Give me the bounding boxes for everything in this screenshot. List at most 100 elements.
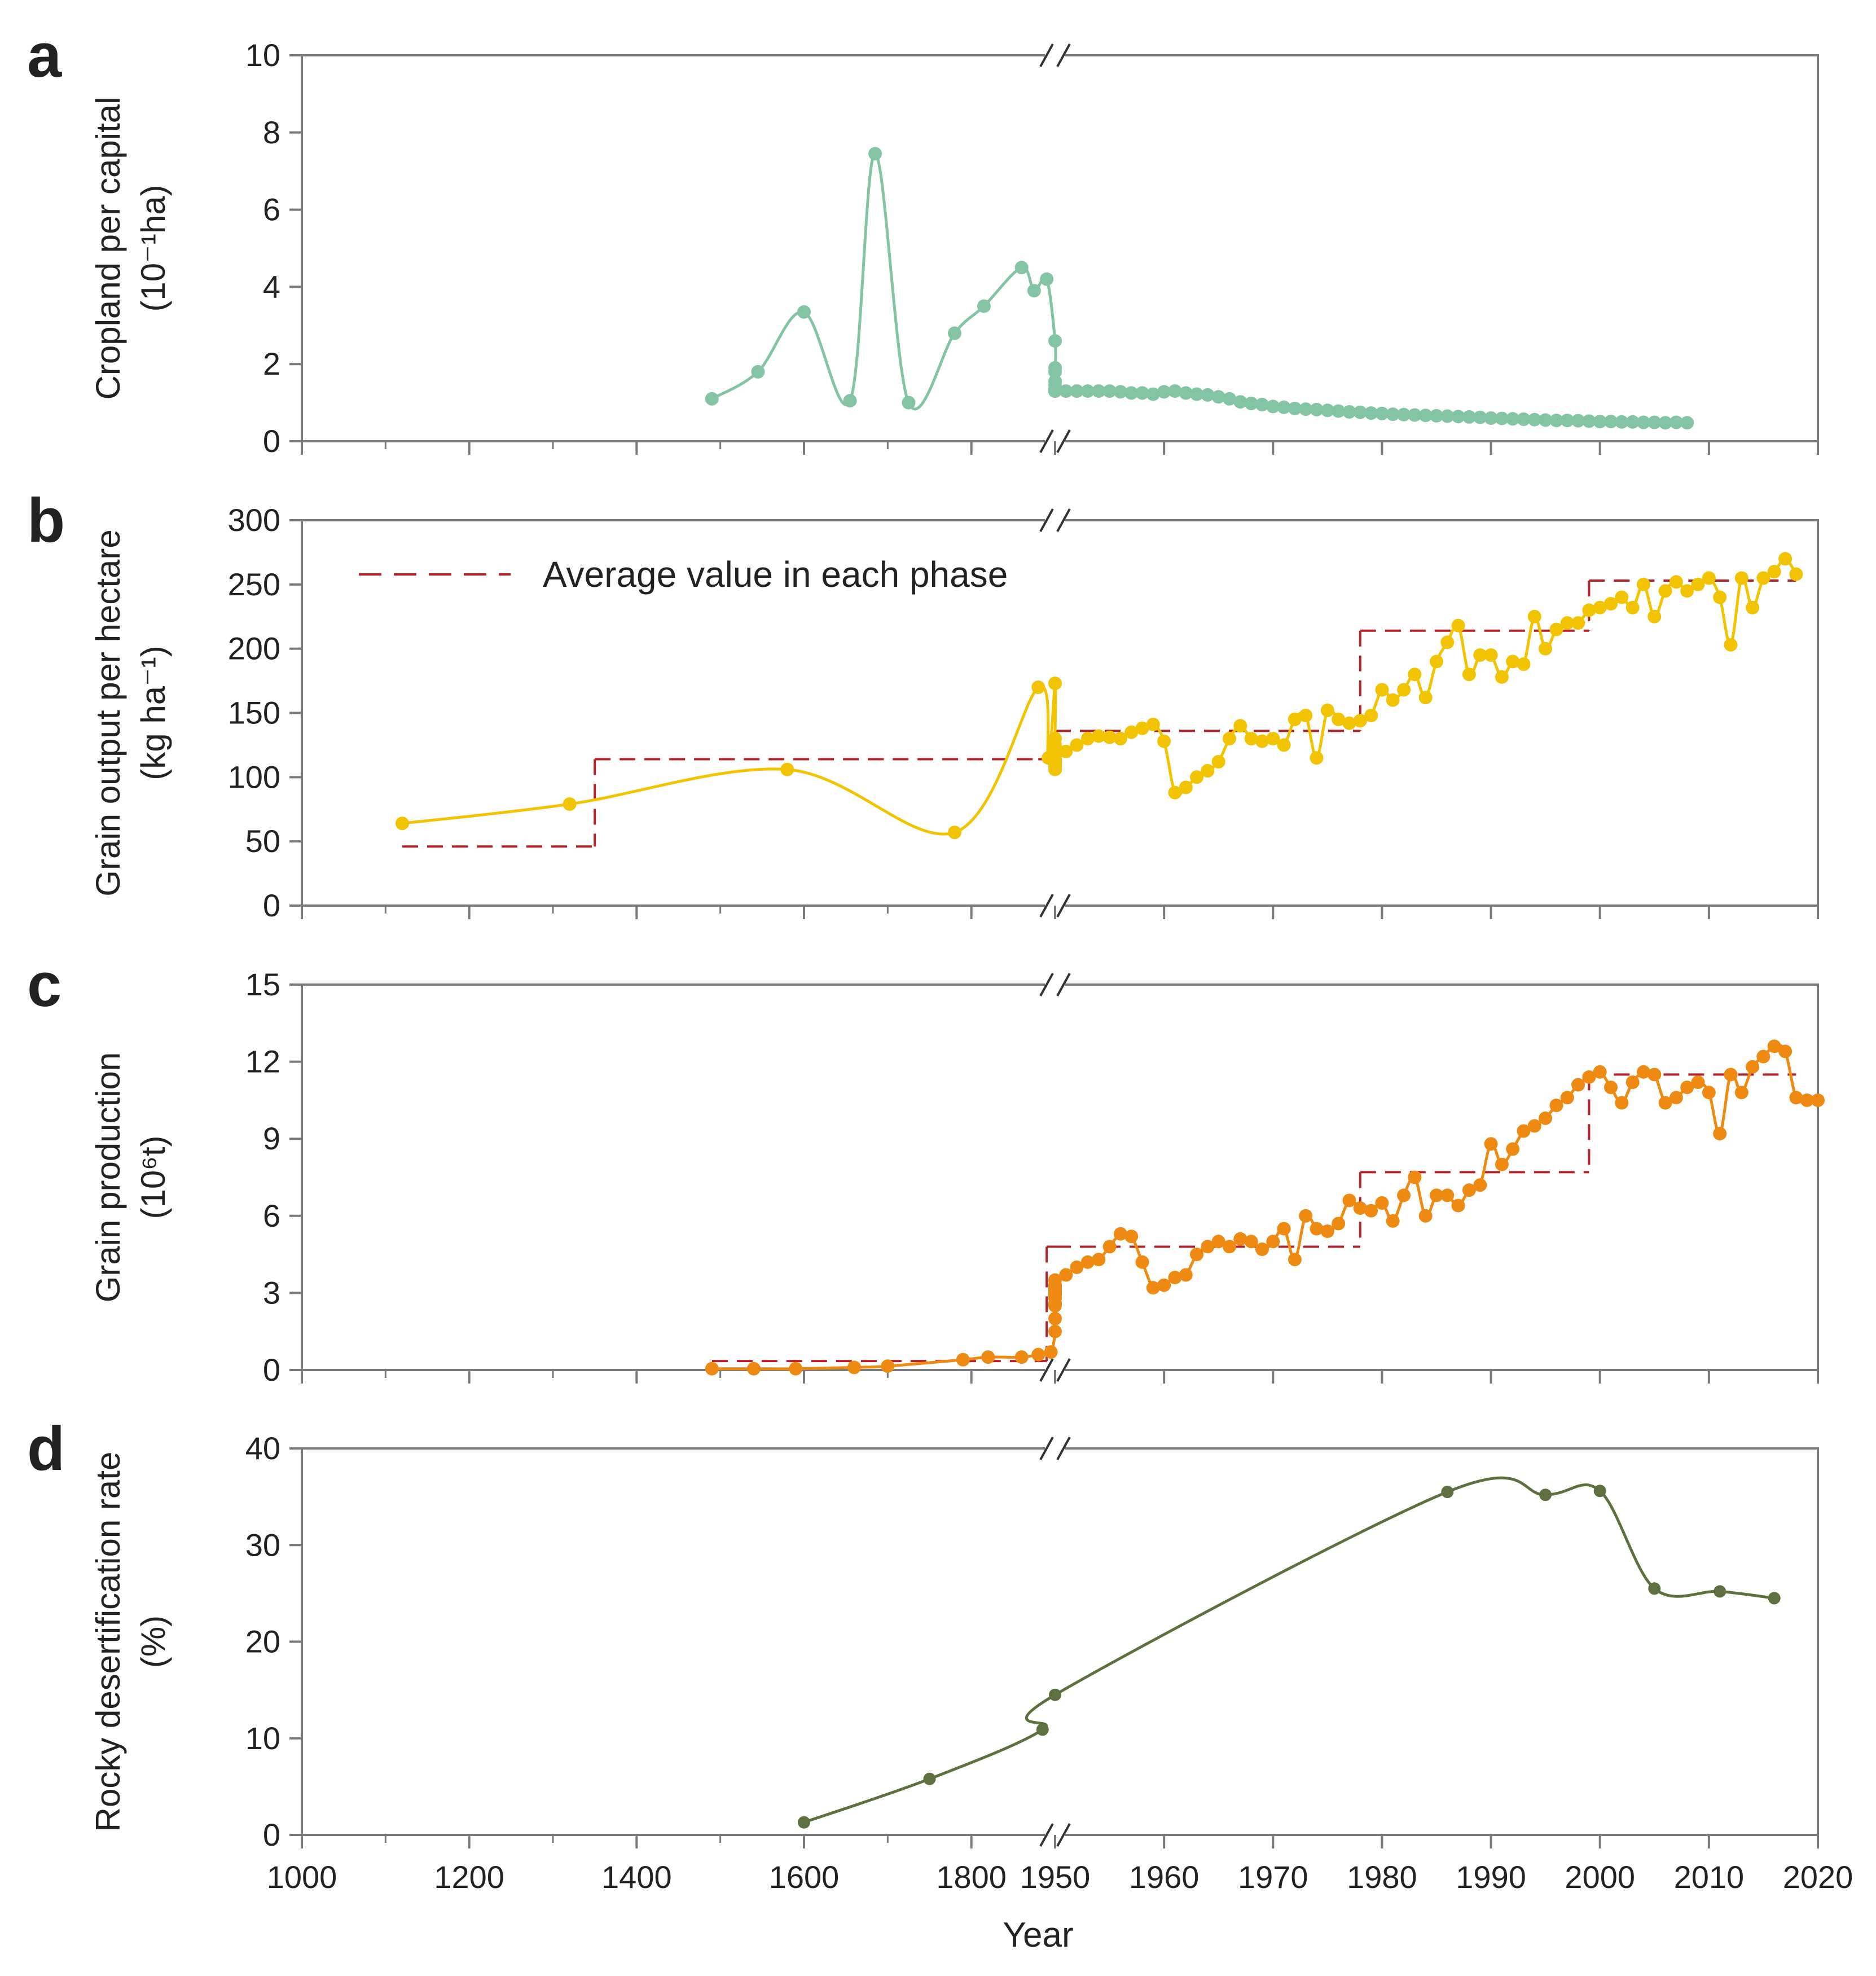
data-point (780, 762, 794, 776)
data-point (1332, 404, 1346, 418)
data-point (1713, 1127, 1727, 1141)
x-tick-label: 1970 (1238, 1859, 1308, 1895)
data-point (1397, 407, 1411, 421)
data-point (1702, 571, 1716, 585)
y-axis-label: Rocky desertification rate (89, 1452, 127, 1832)
panel-c: 0 3 6 9 12 15 c Grain production (10⁶t) (27, 950, 1825, 1387)
panel-letter-b: b (27, 486, 65, 555)
y-tick-label: 0 (263, 1817, 280, 1852)
data-point (1527, 609, 1541, 623)
data-point (1669, 1091, 1683, 1105)
data-point (1102, 730, 1117, 744)
y-tick-label: 30 (245, 1527, 280, 1562)
data-point (1113, 1227, 1127, 1241)
data-point (1604, 1081, 1618, 1095)
data-point (1223, 732, 1236, 745)
data-point (1560, 414, 1574, 428)
data-point (1244, 397, 1258, 410)
data-point (1691, 1075, 1705, 1089)
data-point (1031, 680, 1045, 694)
data-point (1440, 1188, 1455, 1202)
y-axis-label: Cropland per capital (89, 97, 127, 400)
y-tick-label: 6 (263, 1198, 280, 1233)
data-point (1789, 567, 1803, 581)
data-point (1255, 1242, 1269, 1256)
data-point (977, 299, 991, 313)
data-point (1506, 1142, 1520, 1156)
data-point (798, 1816, 810, 1829)
data-point (1124, 1229, 1139, 1244)
axis-break-mark (1056, 508, 1071, 532)
data-point (563, 797, 577, 811)
data-point (1549, 1099, 1563, 1112)
data-point (1495, 411, 1509, 425)
data-point (1615, 415, 1629, 429)
data-point (1756, 1050, 1770, 1064)
data-point (1299, 709, 1313, 723)
data-point (1669, 575, 1683, 589)
data-point (1527, 1119, 1541, 1133)
data-point (1031, 1347, 1045, 1362)
data-point (1288, 401, 1302, 415)
data-point (902, 396, 916, 410)
plot-frame (301, 983, 1819, 1371)
data-point (1462, 1183, 1476, 1197)
axis-break-mark (1056, 894, 1071, 917)
data-point (1615, 1096, 1629, 1110)
data-point (1473, 1178, 1487, 1192)
x-tick-label: 1800 (936, 1859, 1007, 1895)
y-tick-label: 2 (263, 346, 280, 381)
data-point (1386, 407, 1400, 421)
data-point (1724, 1068, 1738, 1082)
y-tick-label: 15 (245, 967, 280, 1002)
data-point (1734, 571, 1748, 585)
data-point (1549, 414, 1563, 428)
data-point (1113, 732, 1127, 745)
data-point (1255, 734, 1269, 748)
data-point (1714, 1585, 1726, 1598)
data-point (1353, 405, 1367, 419)
data-point (1070, 1260, 1084, 1274)
data-point (1157, 1278, 1171, 1292)
panel-letter-a: a (27, 21, 62, 90)
data-point (1451, 410, 1465, 424)
data-point (1506, 412, 1520, 426)
data-point (1582, 414, 1596, 428)
data-point (1484, 1137, 1498, 1151)
data-point (1364, 709, 1378, 723)
x-tick-labels: 1000 1200 1400 1600 1800 1950 1960 1970 1980 1990… (267, 1859, 1853, 1895)
series-line (803, 1476, 1775, 1824)
y-axis-unit: (10⁻¹ha) (134, 185, 172, 311)
data-point (1647, 415, 1662, 429)
data-point (1637, 415, 1650, 429)
data-point (1658, 1096, 1672, 1110)
data-point (948, 825, 961, 840)
data-point (1767, 1039, 1781, 1053)
data-point (1092, 384, 1106, 398)
panel-b: 0 50 100 150 200 250 300 b Grain output per hect… (27, 486, 1819, 923)
data-point (1070, 384, 1084, 398)
data-point (1233, 1232, 1247, 1246)
y-tick-label: 0 (263, 888, 280, 923)
data-point (1658, 416, 1672, 430)
data-point (1430, 655, 1443, 669)
y-tick-label: 250 (228, 567, 280, 602)
data-point (1211, 755, 1225, 769)
data-point (1430, 409, 1443, 423)
data-point (1680, 416, 1694, 430)
data-point (1375, 683, 1389, 697)
data-point (1724, 638, 1738, 652)
data-point (705, 1362, 719, 1376)
y-tick-label: 6 (263, 192, 280, 227)
data-point (1604, 597, 1618, 611)
data-point (1364, 406, 1378, 420)
data-point (1637, 577, 1650, 591)
data-point (1135, 386, 1149, 400)
data-point (1560, 1091, 1574, 1105)
data-point (1364, 1204, 1378, 1218)
data-point (1768, 1592, 1781, 1605)
data-point (868, 147, 882, 161)
data-point (1320, 403, 1334, 418)
data-point (1440, 409, 1455, 423)
data-point (1342, 716, 1356, 730)
